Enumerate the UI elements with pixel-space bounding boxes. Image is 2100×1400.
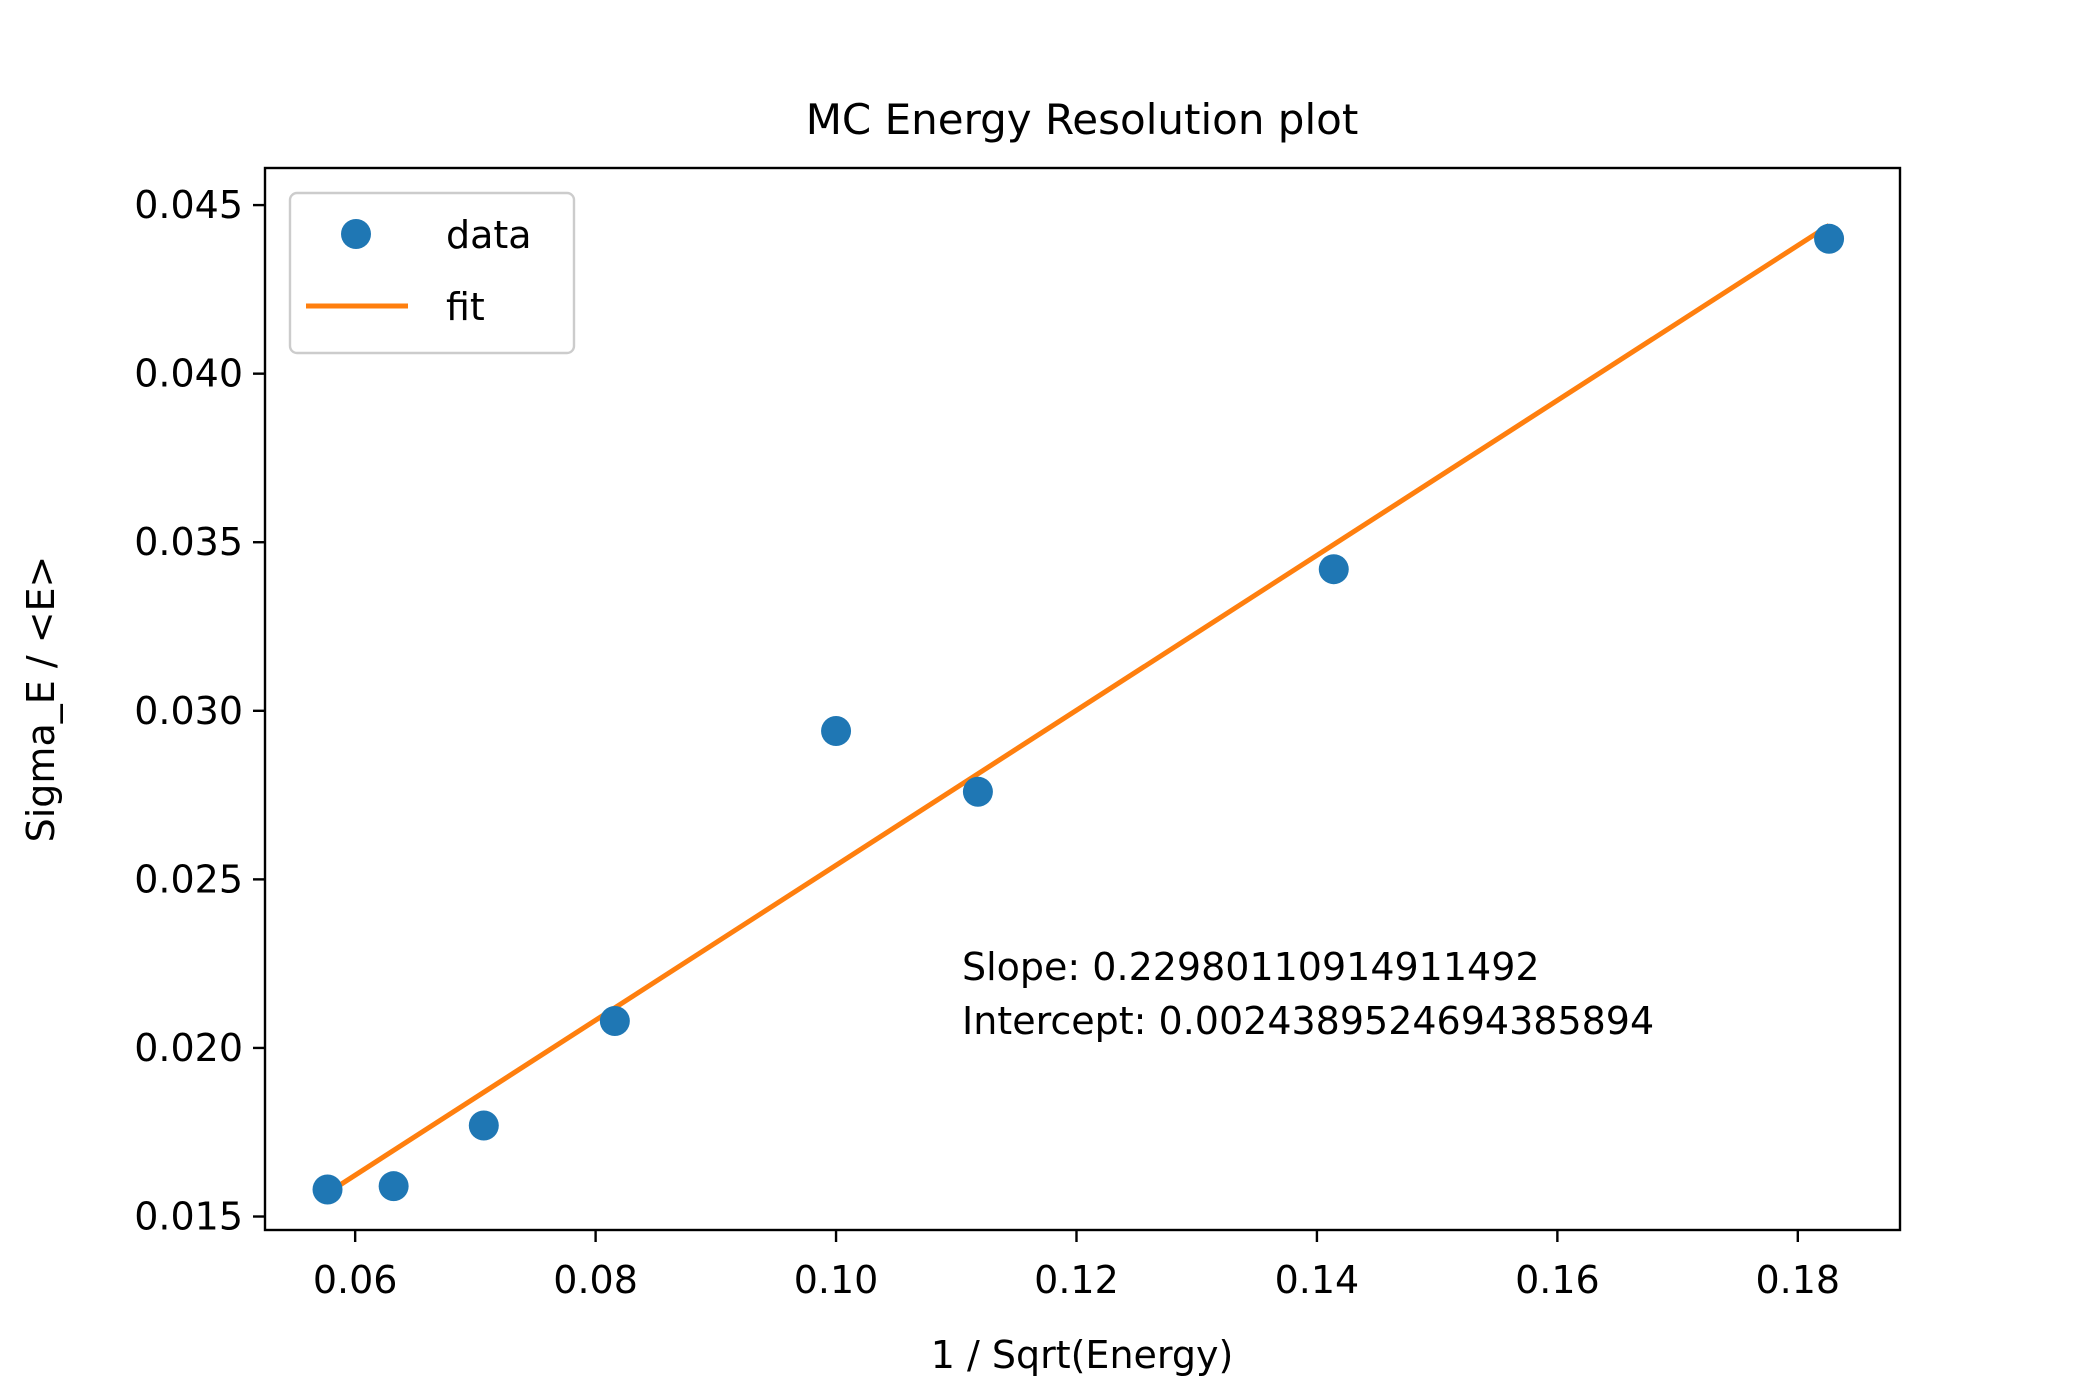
x-tick-label: 0.12 — [1034, 1258, 1119, 1302]
data-point — [468, 1110, 499, 1141]
data-series — [312, 223, 1845, 1205]
y-tick-label: 0.025 — [134, 857, 243, 901]
intercept-annotation: Intercept: 0.0024389524694385894 — [962, 999, 1654, 1043]
chart-title: MC Energy Resolution plot — [806, 95, 1359, 144]
legend: data fit — [288, 191, 576, 355]
y-tick-label: 0.035 — [134, 520, 243, 564]
fit-line — [326, 223, 1831, 1196]
data-point — [599, 1005, 630, 1036]
y-tick-label: 0.015 — [134, 1195, 243, 1239]
data-point — [821, 716, 852, 747]
x-tick-label: 0.14 — [1275, 1258, 1360, 1302]
legend-data-label: data — [446, 213, 532, 257]
slope-annotation: Slope: 0.22980110914911492 — [962, 945, 1540, 989]
y-axis-label: Sigma_E / <E> — [19, 556, 63, 843]
x-axis-label: 1 / Sqrt(Energy) — [931, 1333, 1234, 1377]
data-point — [962, 776, 993, 807]
data-point — [378, 1171, 409, 1202]
x-tick-label: 0.10 — [794, 1258, 879, 1302]
y-tick-label: 0.030 — [134, 689, 243, 733]
x-tick-label: 0.18 — [1756, 1258, 1841, 1302]
y-tick-label: 0.020 — [134, 1026, 243, 1070]
data-point — [312, 1174, 343, 1205]
x-tick-label: 0.08 — [553, 1258, 638, 1302]
x-axis: 0.06 0.08 0.10 0.12 0.14 0.16 0.18 — [313, 1230, 1840, 1302]
data-point — [1318, 554, 1349, 585]
y-tick-label: 0.045 — [134, 183, 243, 227]
plot-area: 0.06 0.08 0.10 0.12 0.14 0.16 0.18 0.0150.0200… — [134, 166, 1902, 1302]
legend-data-marker — [341, 219, 371, 249]
axes-frame — [263, 166, 1902, 1232]
data-point — [1814, 223, 1845, 254]
y-tick-label: 0.040 — [134, 352, 243, 396]
fit-annotation: Slope: 0.22980110914911492 Intercept: 0.… — [962, 945, 1654, 1043]
fit-series — [326, 223, 1831, 1196]
y-axis: 0.015 0.020 0.025 0.030 0.035 0.040 0.045 — [134, 183, 265, 1239]
x-tick-label: 0.16 — [1515, 1258, 1600, 1302]
legend-fit-label: fit — [446, 285, 485, 329]
x-tick-label: 0.06 — [313, 1258, 398, 1302]
